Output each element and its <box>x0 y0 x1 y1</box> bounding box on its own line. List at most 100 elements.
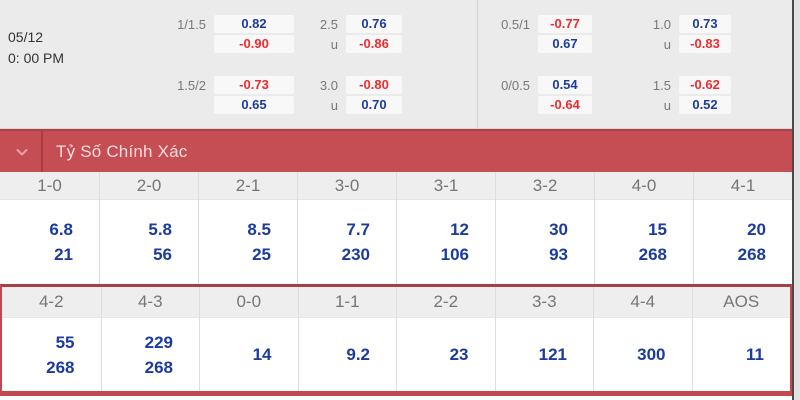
odds-value-button[interactable]: 0.65 <box>214 96 294 114</box>
score-odds-value[interactable]: 230 <box>341 245 370 264</box>
score-odds-cell[interactable]: 12 106 <box>397 200 495 284</box>
odds-value-button[interactable]: -0.80 <box>346 76 402 94</box>
odds-line-label: 1.5 <box>652 77 671 93</box>
score-header: 1-0 <box>0 172 99 200</box>
odds-value-button[interactable]: 0.52 <box>679 96 731 114</box>
odds-value-button[interactable]: 0.67 <box>538 35 592 53</box>
match-time: 0: 00 PM <box>8 50 65 66</box>
odds-value-button[interactable]: -0.77 <box>538 15 592 33</box>
section-title: Tỷ Số Chính Xác <box>56 141 188 161</box>
score-odds-cell[interactable]: 7.7 230 <box>298 200 396 284</box>
score-odds-value[interactable]: 21 <box>54 245 73 264</box>
score-odds-value[interactable]: 55 <box>55 332 75 352</box>
correct-score-section-header[interactable]: Tỷ Số Chính Xác <box>0 129 792 172</box>
odds-value-button[interactable]: 0.73 <box>679 15 731 33</box>
score-odds-cell[interactable]: 6.8 21 <box>0 200 99 284</box>
score-header: 1-1 <box>298 287 396 318</box>
score-odds-cell[interactable]: 20 268 <box>694 200 792 284</box>
score-column: 3-0 7.7 230 <box>297 172 396 284</box>
score-odds-value[interactable]: 9.2 <box>346 345 370 364</box>
odds-row: u -0.83 <box>628 35 731 53</box>
odds-value-button[interactable]: 0.54 <box>538 76 592 94</box>
score-odds-cell[interactable]: 23 <box>397 318 495 391</box>
score-odds-value[interactable]: 268 <box>144 357 173 377</box>
score-odds-cell[interactable]: 30 93 <box>496 200 594 284</box>
score-header: 2-1 <box>199 172 297 200</box>
score-header: 0-0 <box>200 287 298 318</box>
odds-pair: 2.5 0.76 u -0.86 <box>296 15 402 53</box>
score-odds-value[interactable]: 8.5 <box>247 220 271 239</box>
score-column: 0-0 14 <box>199 287 298 391</box>
odds-row: u 0.52 <box>628 96 731 114</box>
score-header: 3-2 <box>496 172 594 200</box>
score-odds-value[interactable]: 14 <box>252 345 272 364</box>
score-odds-cell[interactable]: 14 <box>200 318 298 391</box>
score-odds-value[interactable]: 6.8 <box>49 220 73 239</box>
score-odds-value[interactable]: 56 <box>153 245 172 264</box>
odds-pair: 3.0 -0.80 u 0.70 <box>296 76 402 114</box>
score-odds-cell[interactable]: 55 268 <box>2 318 101 391</box>
odds-line-label: 1/1.5 <box>177 16 206 32</box>
odds-row: 1.5/2 -0.73 <box>158 76 294 94</box>
odds-row: 0.67 <box>484 35 592 53</box>
odds-line-label: 3.0 <box>319 77 338 93</box>
odds-pair: 0/0.5 0.54 -0.64 <box>484 76 592 114</box>
score-odds-value[interactable]: 300 <box>637 345 666 364</box>
handicap-odds-group-left: 1/1.5 0.82 -0.90 1.5/2 -0.73 0.65 <box>158 15 294 137</box>
odds-value-button[interactable]: -0.83 <box>679 35 731 53</box>
odds-value-button[interactable]: 0.76 <box>346 15 402 33</box>
score-odds-value[interactable]: 23 <box>449 345 469 364</box>
odds-row: 0.65 <box>158 96 294 114</box>
chevron-down-icon[interactable] <box>13 143 31 161</box>
score-odds-value[interactable]: 229 <box>144 332 173 352</box>
score-odds-value[interactable]: 25 <box>252 245 271 264</box>
score-odds-value[interactable]: 5.8 <box>148 220 172 239</box>
odds-row: 1/1.5 0.82 <box>158 15 294 33</box>
score-odds-value[interactable]: 268 <box>638 245 667 264</box>
odds-row: 1.0 0.73 <box>628 15 731 33</box>
score-odds-value[interactable]: 268 <box>46 357 75 377</box>
over-under-odds-group-right: 1.0 0.73 u -0.83 1.5 -0.62 u 0.52 <box>628 15 731 137</box>
odds-value-button[interactable]: -0.86 <box>346 35 402 53</box>
score-column: 4-1 20 268 <box>693 172 792 284</box>
score-column: 1-0 6.8 21 <box>0 172 99 284</box>
odds-value-button[interactable]: 0.82 <box>214 15 294 33</box>
match-datetime: 05/12 0: 00 PM <box>8 27 64 69</box>
score-header: 4-3 <box>101 287 199 318</box>
score-odds-value[interactable]: 268 <box>737 245 766 264</box>
score-odds-cell[interactable]: 5.8 56 <box>100 200 198 284</box>
odds-value-button[interactable]: -0.73 <box>214 76 294 94</box>
score-column: 2-1 8.5 25 <box>198 172 297 284</box>
odds-line-label: 0/0.5 <box>501 77 530 93</box>
bar-divider <box>41 131 43 172</box>
correct-score-grid-row-1: 1-0 6.8 21 2-0 5.8 56 2-1 8.5 25 3-0 7.7 230 3-1 12 10… <box>0 172 792 284</box>
score-header: 3-1 <box>397 172 495 200</box>
score-odds-cell[interactable]: 8.5 25 <box>199 200 297 284</box>
odds-value-button[interactable]: 0.70 <box>346 96 402 114</box>
score-column: 1-1 9.2 <box>297 287 396 391</box>
odds-value-button[interactable]: -0.64 <box>538 96 592 114</box>
score-odds-value[interactable]: 106 <box>440 245 469 264</box>
score-odds-value[interactable]: 93 <box>549 245 568 264</box>
odds-value-button[interactable]: -0.62 <box>679 76 731 94</box>
score-odds-cell[interactable]: 9.2 <box>298 318 396 391</box>
score-odds-cell[interactable]: 11 <box>692 318 790 391</box>
score-odds-value[interactable]: 121 <box>538 345 567 364</box>
odds-row: 1.5 -0.62 <box>628 76 731 94</box>
score-odds-cell[interactable]: 300 <box>594 318 692 391</box>
odds-value-button[interactable]: -0.90 <box>214 35 294 53</box>
score-odds-value[interactable]: 12 <box>450 220 469 239</box>
score-odds-value[interactable]: 15 <box>648 220 667 239</box>
odds-row: 0/0.5 0.54 <box>484 76 592 94</box>
score-odds-cell[interactable]: 229 268 <box>101 318 199 391</box>
score-odds-value[interactable]: 11 <box>746 345 764 364</box>
odds-line-label: 1.0 <box>652 16 671 32</box>
score-odds-value[interactable]: 7.7 <box>346 220 370 239</box>
score-column: AOS 11 <box>691 287 790 391</box>
score-odds-value[interactable]: 20 <box>747 220 766 239</box>
score-odds-value[interactable]: 30 <box>549 220 568 239</box>
odds-pair: 1.5/2 -0.73 0.65 <box>158 76 294 114</box>
score-column: 3-1 12 106 <box>396 172 495 284</box>
score-odds-cell[interactable]: 15 268 <box>595 200 693 284</box>
score-odds-cell[interactable]: 121 <box>495 318 593 391</box>
